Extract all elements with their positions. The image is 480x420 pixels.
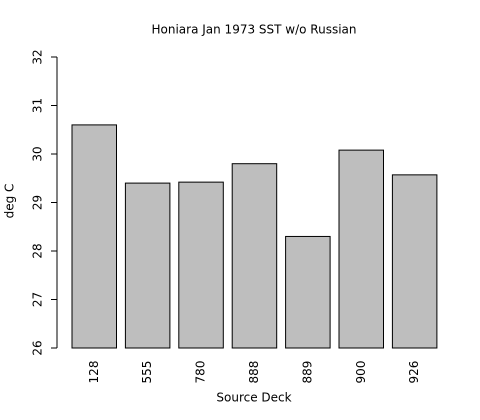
bar	[71, 124, 117, 349]
x-tick-label: 900	[354, 361, 368, 384]
y-axis-label: deg C	[3, 184, 17, 219]
bar	[231, 163, 278, 349]
bar	[285, 235, 331, 349]
y-tick-label: 29	[31, 195, 45, 210]
y-tick-label: 26	[31, 340, 45, 355]
x-axis-label: Source Deck	[216, 391, 291, 405]
y-tick-label: 32	[31, 49, 45, 64]
y-tick-label: 28	[31, 243, 45, 258]
y-tick-label: 30	[31, 146, 45, 161]
bar	[338, 149, 384, 349]
y-tick-label: 27	[31, 292, 45, 307]
chart-title: Honiara Jan 1973 SST w/o Russian	[151, 23, 356, 37]
bar	[178, 181, 224, 349]
x-tick-label: 780	[194, 361, 208, 384]
x-tick-label: 128	[87, 361, 101, 384]
bar	[124, 182, 171, 349]
x-tick-label: 889	[300, 361, 314, 384]
x-tick-label: 888	[247, 361, 261, 384]
x-tick-label: 555	[140, 361, 154, 384]
x-tick-label: 926	[407, 361, 421, 384]
y-tick-label: 31	[31, 98, 45, 113]
bar	[391, 174, 438, 349]
